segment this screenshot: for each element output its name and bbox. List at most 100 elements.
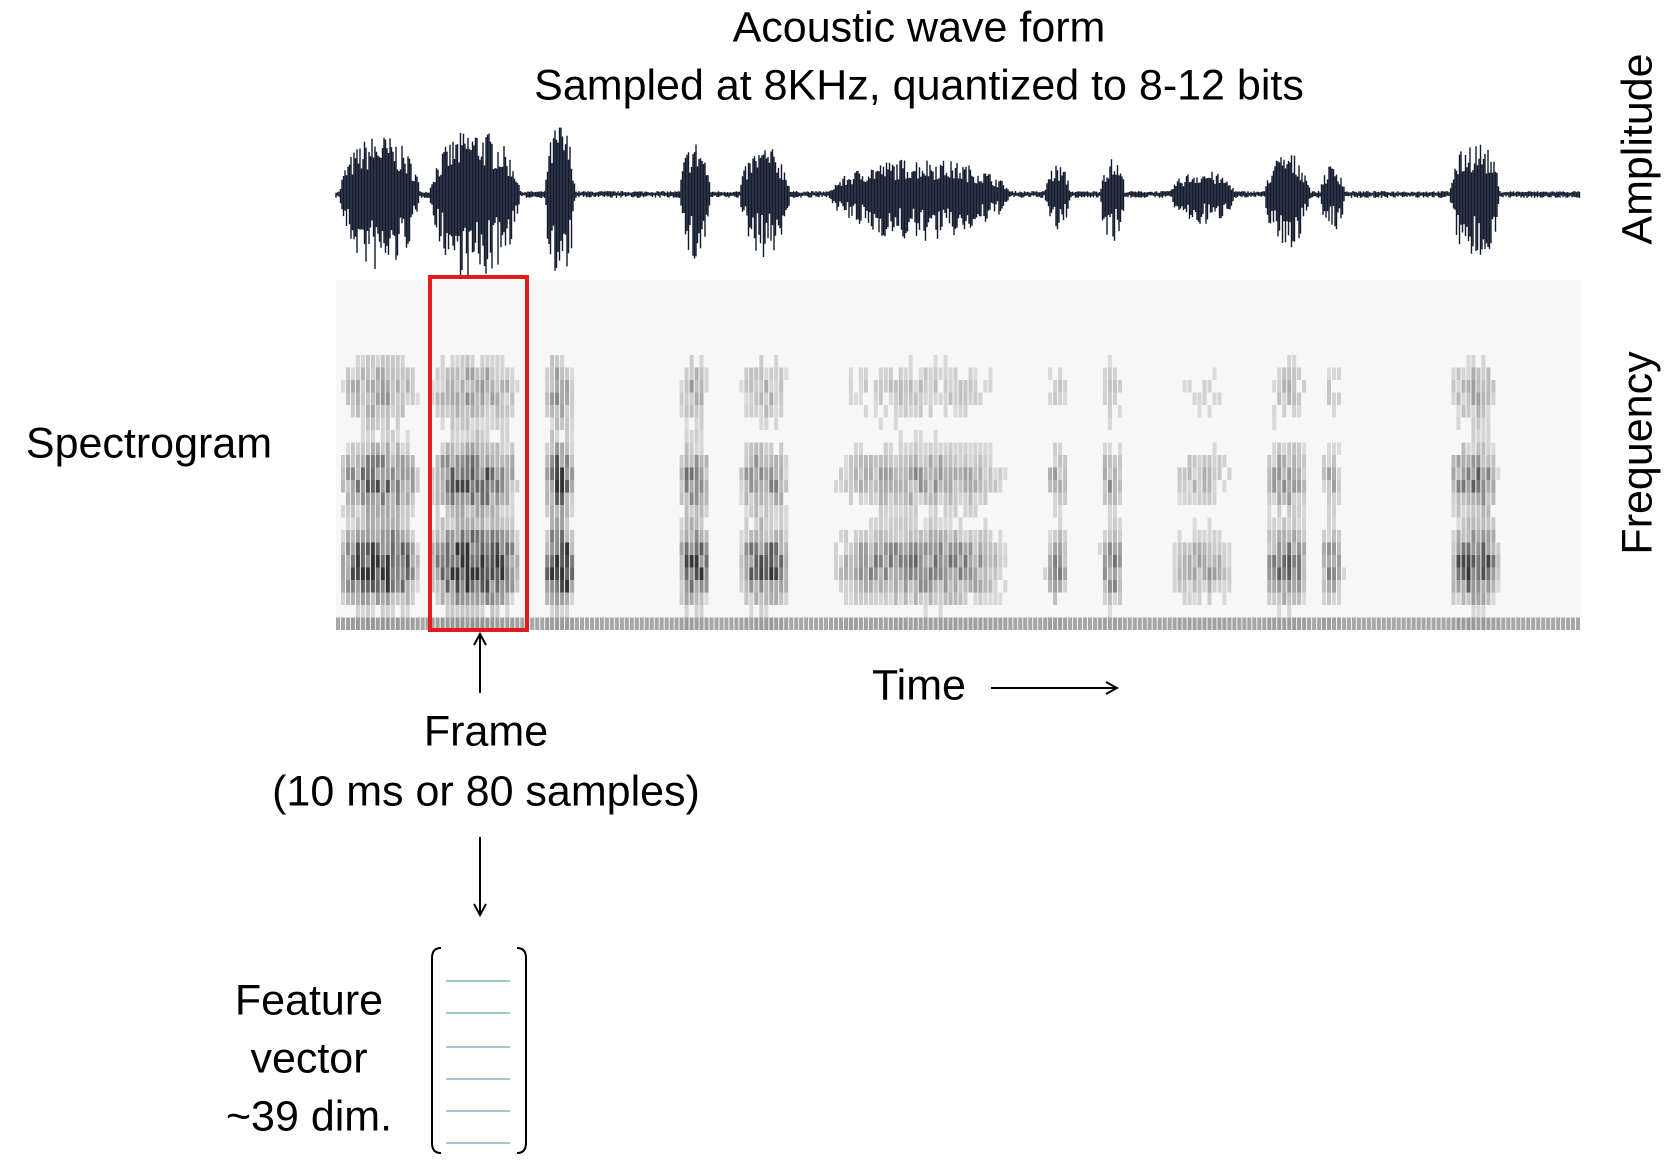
spectrogram-cell [908, 467, 913, 480]
spectrogram-cell [784, 480, 789, 493]
spectrogram-cell [893, 392, 898, 405]
spectrogram-cell [1102, 492, 1107, 505]
spectrogram-cell [485, 467, 490, 480]
spectrogram-cell [1202, 542, 1207, 555]
spectrogram-cell [699, 555, 704, 568]
spectrogram-cell [405, 367, 410, 380]
spectrogram-cell [1282, 542, 1287, 555]
spectrogram-cell [495, 480, 500, 493]
spectrogram-cell [928, 592, 933, 605]
spectrogram-cell [689, 617, 694, 630]
spectrogram-cell [1177, 480, 1182, 493]
spectrogram-cell [1486, 430, 1491, 443]
spectrogram-cell [460, 480, 465, 493]
spectrogram-cell [1058, 617, 1063, 630]
spectrogram-cell [1327, 367, 1331, 380]
spectrogram-cell [858, 392, 863, 405]
spectrogram-cell [1267, 592, 1272, 605]
spectrogram-cell [360, 617, 365, 630]
spectrogram-cell [1476, 442, 1481, 455]
spectrogram-cell [450, 492, 455, 505]
spectrogram-cell [355, 505, 360, 518]
spectrogram-cell [435, 567, 440, 580]
spectrogram-cell [923, 605, 928, 618]
spectrogram-cell [445, 517, 450, 530]
spectrogram-cell [475, 392, 480, 405]
spectrogram-cell [355, 392, 360, 405]
spectrogram-cell [1282, 555, 1287, 568]
spectrogram-cell [1322, 542, 1326, 555]
spectrogram-cell [988, 592, 993, 605]
spectrogram-cell [490, 530, 495, 543]
spectrogram-cell [1466, 592, 1471, 605]
spectrogram-cell [1481, 517, 1486, 530]
spectrogram-cell [878, 592, 883, 605]
spectrogram-cell [460, 380, 465, 393]
spectrogram-cell [928, 580, 933, 593]
spectrogram-cell [863, 405, 868, 418]
spectrogram-cell [440, 580, 445, 593]
spectrogram-cell [350, 530, 355, 543]
spectrogram-cell [1297, 555, 1302, 568]
spectrogram-cell [913, 530, 918, 543]
spectrogram-cell [360, 467, 365, 480]
spectrogram-cell [1297, 580, 1302, 593]
spectrogram-cell [550, 492, 555, 505]
spectrogram-cell [1322, 592, 1326, 605]
spectrogram-cell [465, 455, 470, 468]
spectrogram-cell [938, 542, 943, 555]
spectrogram-cell [465, 367, 470, 380]
spectrogram-cell [759, 392, 764, 405]
spectrogram-cell [1182, 580, 1187, 593]
spectrogram-cell [853, 555, 858, 568]
spectrogram-cell [1287, 592, 1292, 605]
spectrogram-cell [341, 617, 345, 630]
spectrogram-cell [400, 542, 405, 555]
spectrogram-cell [346, 567, 350, 580]
spectrogram-cell [1491, 542, 1496, 555]
spectrogram-cell [868, 530, 873, 543]
spectrogram-cell [943, 367, 948, 380]
spectrogram-cell [1491, 455, 1496, 468]
spectrogram-cell [1471, 442, 1476, 455]
spectrogram-cell [1212, 555, 1217, 568]
spectrogram-cell [649, 617, 654, 630]
spectrogram-cell [380, 480, 385, 493]
spectrogram-cell [370, 467, 375, 480]
spectrogram-cell [754, 380, 759, 393]
spectrogram-cell [759, 605, 764, 618]
spectrogram-cell [490, 467, 495, 480]
spectrogram-cell [933, 542, 938, 555]
spectrogram-cell [1486, 592, 1491, 605]
spectrogram-cell [1157, 617, 1162, 630]
spectrogram-cell [1491, 442, 1496, 455]
spectrogram-cell [370, 605, 375, 618]
spectrogram-cell [898, 467, 903, 480]
spectrogram-cell [1486, 555, 1491, 568]
spectrogram-cell [445, 617, 450, 630]
spectrogram-cell [1287, 480, 1292, 493]
spectrogram-cell [445, 555, 450, 568]
spectrogram-cell [903, 392, 908, 405]
spectrogram-cell [958, 392, 963, 405]
spectrogram-cell [893, 617, 898, 630]
spectrogram-cell [350, 367, 355, 380]
spectrogram-cell [888, 455, 893, 468]
spectrogram-cell [978, 592, 983, 605]
spectrogram-cell [490, 605, 495, 618]
spectrogram-cell [455, 580, 460, 593]
spectrogram-cell [445, 580, 450, 593]
spectrogram-cell [515, 617, 520, 630]
spectrogram-cell [1182, 617, 1187, 630]
spectrogram-cell [913, 380, 918, 393]
spectrogram-cell [928, 380, 933, 393]
spectrogram-cell [375, 480, 380, 493]
spectrogram-cell [395, 567, 400, 580]
spectrogram-cell [689, 567, 694, 580]
spectrogram-cell [759, 592, 764, 605]
spectrogram-cell [1048, 542, 1053, 555]
spectrogram-cell [455, 530, 460, 543]
spectrogram-cell [365, 455, 370, 468]
spectrogram-cell [1486, 392, 1491, 405]
spectrogram-cell [1177, 492, 1182, 505]
